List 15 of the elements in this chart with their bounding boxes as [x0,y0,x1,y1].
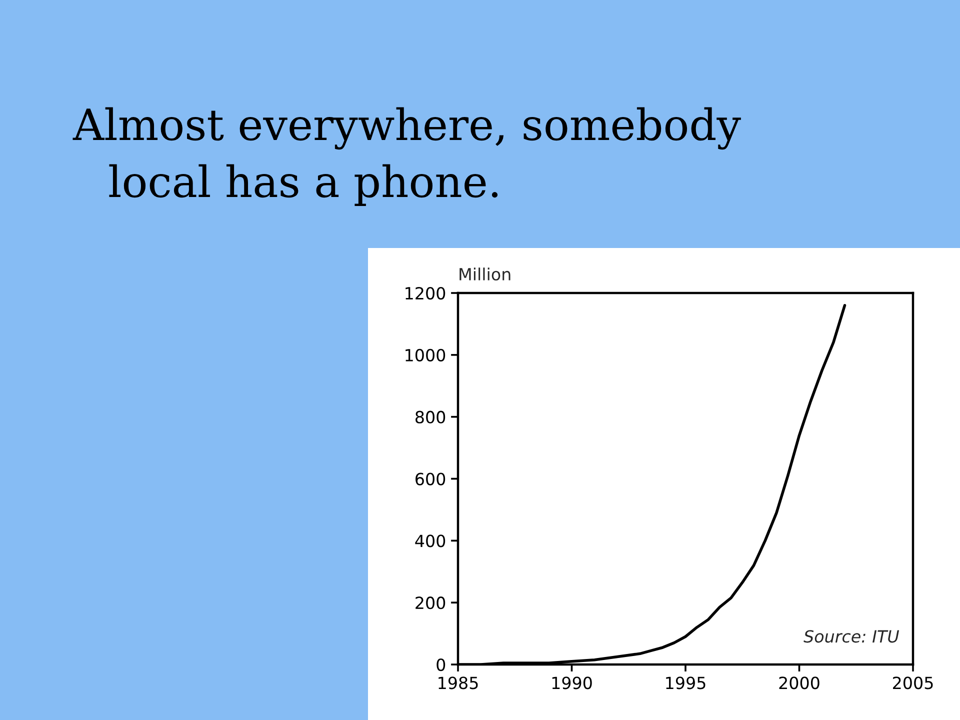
x-tick-label: 1985 [438,676,478,690]
y-tick-label: 1200 [406,286,446,300]
y-tick-label: 600 [416,472,446,486]
y-tick-label: 800 [416,410,446,424]
annotation: Source: ITU [804,630,900,643]
x-tick-label: 2000 [779,676,820,690]
y-tick-label: 400 [415,534,446,548]
chart-title: Almost everywhere, somebody local has a phone. [72,107,741,206]
x-tick-label: 2005 [893,676,933,690]
y-tick-label: 1000 [406,348,446,362]
x-tick-label: 1990 [552,676,592,690]
y-axis-title: Million [460,268,510,280]
y-tick-label: 0 [436,658,446,672]
y-tick-label: 200 [416,596,446,610]
x-tick-label: 1995 [666,676,706,690]
